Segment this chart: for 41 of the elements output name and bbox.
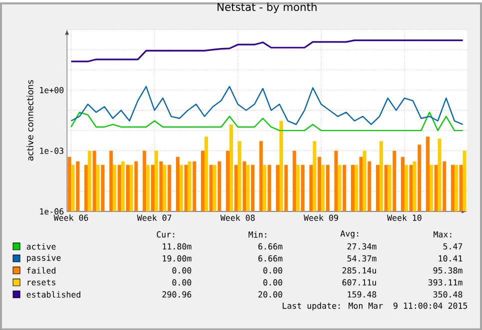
text: 0.00 <box>172 279 192 286</box>
legend-label: passive <box>27 254 61 262</box>
text: 607.11u <box>342 279 376 286</box>
text: 0.00 <box>263 267 282 274</box>
text: Last update: Mon Mar 9 11:00:04 2015 <box>282 302 468 310</box>
y-tick-label: 1e+00 <box>40 86 64 94</box>
text: 27.34m <box>347 243 376 250</box>
text: 19.00m <box>162 255 192 262</box>
y-tick-label: 1e-06 <box>40 208 64 214</box>
chart-title: Netstat - by month <box>218 2 317 13</box>
y-tick-label: 1e-03 <box>40 147 64 154</box>
text: 350.48 <box>433 291 462 298</box>
text: 0.00 <box>172 267 192 274</box>
text: 11.80m <box>162 243 192 250</box>
text: 6.66m <box>258 243 282 250</box>
y-axis-title: active connections <box>26 80 34 160</box>
line-series <box>70 86 464 125</box>
text: Cur: <box>156 231 174 238</box>
x-tick-label: Week 08 <box>220 214 255 221</box>
x-tick-label: Week 07 <box>137 214 172 221</box>
text: 54.37m <box>347 255 376 262</box>
text: 20.00 <box>258 291 282 298</box>
text: 285.14u <box>342 267 376 274</box>
text: 10.41 <box>438 255 462 262</box>
legend-label: established <box>26 291 80 298</box>
text: 5.47 <box>443 243 462 250</box>
x-tick-label: Week 06 <box>54 214 88 221</box>
text: 95.38m <box>433 267 462 274</box>
x-tick-label: Week 09 <box>304 214 338 221</box>
text: 393.11m <box>428 279 462 286</box>
text: Avg: <box>340 230 358 238</box>
text: 6.66m <box>258 255 282 262</box>
text: Min: <box>248 231 266 238</box>
legend-label: failed <box>27 267 56 274</box>
legend-label: resets <box>28 279 56 286</box>
legend-label: active <box>26 243 56 250</box>
text: 290.96 <box>162 291 192 298</box>
text: Max: <box>434 231 452 238</box>
text: 159.48 <box>348 291 376 298</box>
x-tick-label: Week 10 <box>387 214 422 221</box>
text: 0.00 <box>263 279 282 286</box>
